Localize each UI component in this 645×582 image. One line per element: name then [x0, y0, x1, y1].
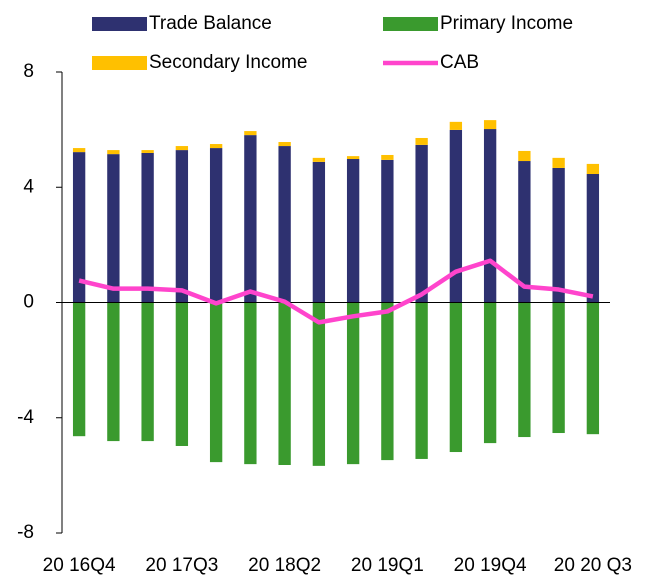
bar — [278, 302, 291, 466]
bar — [483, 120, 497, 130]
bar — [141, 150, 154, 153]
bar — [552, 167, 565, 303]
bar — [175, 146, 189, 151]
bar — [209, 302, 223, 463]
y-tick-label: -4 — [17, 407, 34, 428]
legend-label: Primary Income — [440, 13, 573, 34]
bar — [175, 150, 189, 303]
bar — [483, 302, 497, 444]
line — [78, 258, 594, 325]
bar — [72, 302, 86, 437]
bar — [209, 144, 223, 149]
bar — [278, 146, 291, 303]
bar — [381, 302, 394, 461]
bar — [449, 129, 463, 303]
bar — [552, 157, 565, 168]
bar — [586, 173, 600, 303]
legend-swatch — [92, 56, 147, 70]
x-tick-label: 20 19Q4 — [454, 555, 527, 576]
bar — [381, 154, 394, 160]
bar — [586, 302, 600, 435]
bar — [72, 152, 86, 303]
bar — [244, 131, 257, 136]
x-tick-label: 20 16Q4 — [43, 555, 116, 576]
bar — [141, 152, 154, 303]
bar — [552, 302, 565, 434]
legend-label: Trade Balance — [149, 13, 272, 34]
bar — [141, 302, 154, 442]
bar — [449, 121, 463, 130]
bar — [518, 150, 531, 162]
bar — [415, 137, 428, 145]
y-tick-label: -8 — [17, 522, 34, 543]
bar — [107, 302, 120, 442]
bar — [175, 302, 189, 446]
bar — [312, 157, 326, 162]
bar — [415, 144, 428, 303]
bar — [244, 135, 257, 303]
x-tick-label: 20 18Q2 — [248, 555, 321, 576]
bar — [449, 302, 463, 453]
bar — [381, 159, 394, 303]
bar — [346, 302, 360, 465]
bar — [209, 148, 223, 303]
legend-swatch — [92, 17, 147, 31]
legend-swatch — [383, 17, 438, 31]
bar — [518, 161, 531, 303]
bar — [415, 302, 428, 459]
bar — [312, 161, 326, 303]
x-tick-label: 20 17Q3 — [145, 555, 218, 576]
bar — [107, 150, 120, 155]
bar — [244, 302, 257, 465]
bar — [278, 142, 291, 147]
bar — [72, 148, 86, 153]
y-tick-label: 8 — [23, 61, 34, 82]
bar — [586, 163, 600, 174]
bar — [483, 129, 497, 303]
bar — [107, 154, 120, 303]
bar — [518, 302, 531, 438]
legend-label: CAB — [440, 52, 479, 73]
bar — [312, 302, 326, 466]
bar — [346, 156, 360, 160]
bar — [346, 159, 360, 303]
x-tick-label: 20 20 Q3 — [554, 555, 632, 576]
x-tick-label: 20 19Q1 — [351, 555, 424, 576]
y-tick-label: 0 — [23, 292, 34, 313]
legend-label: Secondary Income — [149, 52, 307, 73]
y-tick-label: 4 — [23, 176, 34, 197]
